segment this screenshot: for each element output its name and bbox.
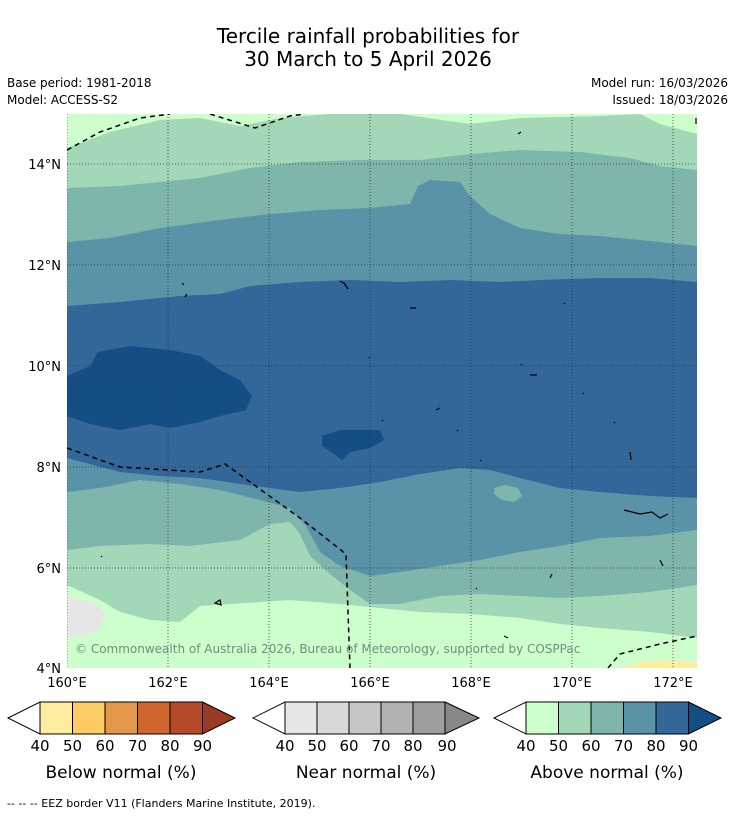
contour-island bbox=[494, 485, 522, 502]
eez-borders bbox=[67, 114, 697, 668]
lon-axis: 160°E 162°E 164°E 166°E 168°E 170°E 172°… bbox=[47, 676, 693, 691]
colorbar-tick: 50 bbox=[307, 737, 326, 755]
colorbar-above-normal: 40 50 60 70 80 90 Above normal (%) bbox=[492, 701, 723, 783]
colorbar-min-arrow bbox=[6, 701, 41, 735]
map-title-line1: Tercile rainfall probabilities for bbox=[216, 24, 520, 48]
probability-contours bbox=[67, 114, 697, 668]
colorbar-tick: 90 bbox=[679, 737, 698, 755]
copyright-text: © Commonwealth of Australia 2026, Bureau… bbox=[75, 642, 580, 656]
colorbar-tick: 80 bbox=[403, 737, 422, 755]
contour-90-plus bbox=[67, 346, 252, 430]
near-normal-patch bbox=[67, 597, 106, 636]
colorbar-max-arrow bbox=[688, 701, 723, 735]
colorbar-title: Above normal (%) bbox=[530, 763, 683, 783]
lon-tick: 170°E bbox=[552, 676, 592, 691]
colorbar-tick: 40 bbox=[30, 737, 49, 755]
model-label: Model: ACCESS-S2 bbox=[7, 93, 119, 107]
colorbar-below-normal: 40 50 60 70 80 90 Below normal (%) bbox=[6, 701, 237, 783]
contour-90-plus-small bbox=[322, 430, 384, 460]
lon-tick: 160°E bbox=[47, 676, 87, 691]
colorbar-title: Below normal (%) bbox=[46, 763, 197, 783]
lat-tick: 10°N bbox=[28, 360, 61, 375]
lat-tick: 6°N bbox=[37, 562, 62, 577]
lon-tick: 164°E bbox=[249, 676, 289, 691]
colorbar-segment bbox=[558, 701, 592, 735]
colorbar-max-arrow bbox=[202, 701, 237, 735]
contour-80-90 bbox=[67, 278, 697, 498]
colorbar-segment bbox=[348, 701, 382, 735]
lon-tick: 162°E bbox=[148, 676, 188, 691]
colorbar-min-arrow bbox=[492, 701, 527, 735]
colorbar-tick: 60 bbox=[339, 737, 358, 755]
lon-tick: 172°E bbox=[653, 676, 693, 691]
grid-lines bbox=[67, 114, 697, 668]
colorbar-tick: 50 bbox=[549, 737, 568, 755]
lon-tick: 166°E bbox=[350, 676, 390, 691]
lat-tick: 14°N bbox=[28, 158, 61, 173]
colorbar-segment bbox=[316, 701, 350, 735]
colorbar-segment bbox=[590, 701, 624, 735]
colorbar-segment bbox=[104, 701, 138, 735]
lat-tick: 12°N bbox=[28, 259, 61, 274]
colorbar-tick: 40 bbox=[275, 737, 294, 755]
colorbar-segment bbox=[137, 701, 171, 735]
colorbar-near-normal: 40 50 60 70 80 90 Near normal (%) bbox=[251, 701, 481, 783]
below-normal-patch bbox=[622, 660, 697, 668]
lon-tick: 168°E bbox=[451, 676, 491, 691]
base-period-label: Base period: 1981-2018 bbox=[7, 76, 152, 90]
colorbar-tick: 90 bbox=[437, 737, 456, 755]
colorbar-tick: 70 bbox=[128, 737, 147, 755]
lat-tick: 8°N bbox=[37, 461, 62, 476]
islands bbox=[100, 118, 697, 639]
colorbar-tick: 50 bbox=[63, 737, 82, 755]
colorbar-segment bbox=[72, 701, 106, 735]
colorbar-segment bbox=[284, 701, 318, 735]
colorbar-segment bbox=[525, 701, 559, 735]
lat-axis: 14°N 12°N 10°N 8°N 6°N 4°N bbox=[28, 158, 61, 677]
model-run-label: Model run: 16/03/2026 bbox=[590, 76, 728, 90]
colorbar-max-arrow bbox=[444, 701, 481, 735]
colorbar-tick: 80 bbox=[160, 737, 179, 755]
colorbar-segment bbox=[655, 701, 689, 735]
issued-label: Issued: 18/03/2026 bbox=[612, 93, 728, 107]
colorbar-tick: 60 bbox=[581, 737, 600, 755]
colorbar-min-arrow bbox=[251, 701, 286, 735]
colorbar-segment bbox=[169, 701, 203, 735]
map-title-line2: 30 March to 5 April 2026 bbox=[244, 47, 492, 71]
colorbar-tick: 70 bbox=[614, 737, 633, 755]
colorbar-segment bbox=[623, 701, 657, 735]
colorbar-tick: 40 bbox=[516, 737, 535, 755]
colorbar-tick: 70 bbox=[371, 737, 390, 755]
lat-tick: 4°N bbox=[37, 662, 62, 677]
colorbar-tick: 80 bbox=[646, 737, 665, 755]
colorbar-tick: 90 bbox=[193, 737, 212, 755]
colorbar-tick: 60 bbox=[95, 737, 114, 755]
colorbar-segment bbox=[380, 701, 414, 735]
colorbar-segment bbox=[39, 701, 73, 735]
eez-footnote: -- -- -- EEZ border V11 (Flanders Marine… bbox=[7, 797, 316, 810]
colorbar-title: Near normal (%) bbox=[296, 763, 436, 783]
colorbar-segment bbox=[412, 701, 446, 735]
